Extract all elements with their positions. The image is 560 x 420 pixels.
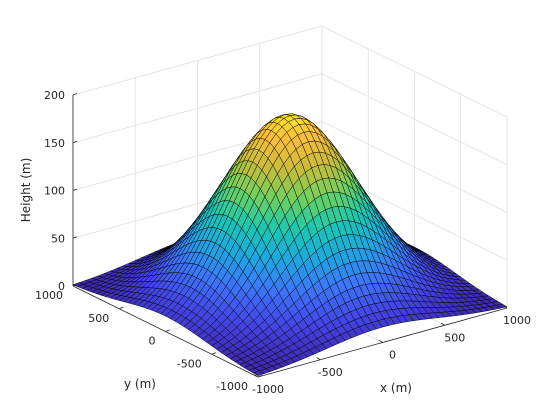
y-tick-mark: [72, 284, 78, 287]
x-tick-label: 500: [444, 331, 465, 344]
z-tick-label: 100: [44, 185, 65, 198]
z-tick-label: 150: [44, 137, 65, 150]
side-wall-grid-z: [321, 121, 508, 213]
x-tick-label: -1000: [252, 383, 284, 396]
x-tick-label: -500: [318, 366, 343, 379]
x-tick-mark: [441, 322, 445, 326]
z-tick-mark: [72, 188, 78, 191]
z-tick-label: 50: [51, 232, 65, 245]
surface-layer: [72, 113, 508, 376]
z-tick-mark: [72, 236, 78, 239]
x-tick-mark: [378, 339, 383, 343]
y-tick-label: 1000: [35, 289, 63, 302]
side-wall-grid-z: [321, 25, 508, 118]
z-axis-label: Height (m): [19, 158, 33, 223]
x-tick-label: 0: [389, 349, 396, 362]
y-tick-mark: [119, 306, 124, 310]
y-tick-mark: [257, 375, 263, 378]
x-axis-label: x (m): [380, 381, 412, 395]
y-tick-label: 500: [88, 312, 109, 325]
x-tick-mark: [254, 374, 259, 378]
z-tick-label: 0: [58, 280, 65, 293]
x-tick-mark: [503, 305, 508, 309]
x-tick-mark: [316, 357, 321, 361]
back-wall-grid-z: [72, 25, 323, 96]
y-tick-mark: [211, 352, 216, 355]
z-tick-label: 200: [44, 89, 65, 102]
x-tick-label: 1000: [503, 314, 531, 327]
y-tick-label: 0: [149, 335, 156, 348]
z-tick-mark: [72, 93, 78, 96]
surface-face: [253, 370, 265, 376]
y-tick-label: -1000: [216, 380, 248, 393]
y-tick-mark: [165, 329, 170, 332]
y-axis-label: y (m): [124, 377, 156, 391]
y-tick-label: -500: [177, 357, 202, 370]
ticks-layer: 0 50 100 150 200 -1000 -500 0 500 1000 -1000 -500 0 5…: [35, 89, 531, 396]
side-wall-grid-z: [321, 73, 508, 166]
back-wall-grid-z: [72, 73, 323, 144]
z-tick-mark: [72, 140, 78, 144]
